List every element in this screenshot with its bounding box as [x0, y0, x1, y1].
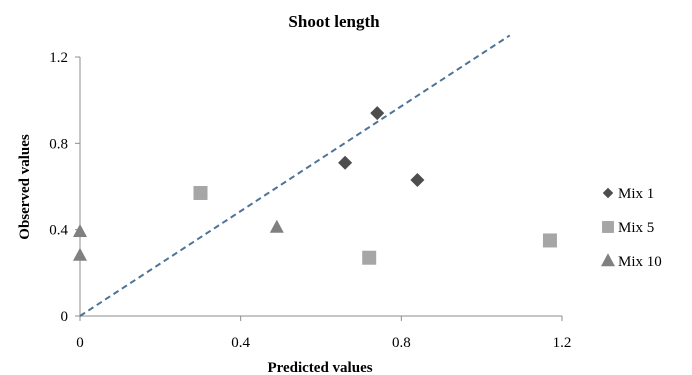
legend-label-mix-10: Mix 10	[618, 254, 662, 270]
mix-1-point	[370, 106, 385, 121]
mix-1-point	[410, 173, 425, 188]
legend-marker-mix-1	[602, 187, 614, 199]
mix-5-point	[193, 185, 208, 200]
data-points	[73, 106, 557, 265]
mix-5-point	[542, 233, 557, 248]
legend-label-mix-1: Mix 1	[618, 186, 654, 202]
mix-10-point	[73, 247, 87, 261]
mix-10-point	[269, 219, 284, 233]
legend-marker-mix-5	[602, 221, 614, 233]
y-tick-labels: 0 0.4 0.8 1.2	[49, 50, 80, 325]
x-tick-labels: 0 0.4 0.8 1.2	[76, 316, 571, 351]
mix-1-point	[338, 155, 353, 170]
reference-line	[79, 34, 511, 317]
mix-5-point	[362, 250, 377, 265]
x-tick-label: 0.4	[231, 335, 250, 351]
x-tick-label: 0	[76, 335, 84, 351]
y-tick-label: 0	[61, 309, 69, 325]
x-tick-label: 0.8	[392, 335, 411, 351]
x-tick-label: 1.2	[553, 335, 572, 351]
legend-label-mix-5: Mix 5	[618, 220, 654, 236]
legend-marker-mix-10	[601, 253, 615, 267]
x-axis-label: Predicted values	[267, 360, 372, 375]
mix-10-point	[73, 224, 87, 238]
chart-title: Shoot length	[288, 12, 380, 31]
legend: Mix 1 Mix 5 Mix 10	[601, 186, 662, 270]
y-tick-label: 0.4	[49, 223, 68, 239]
y-tick-label: 0.8	[49, 136, 68, 152]
y-tick-label: 1.2	[49, 50, 68, 66]
y-axis-label: Observed values	[17, 134, 33, 240]
